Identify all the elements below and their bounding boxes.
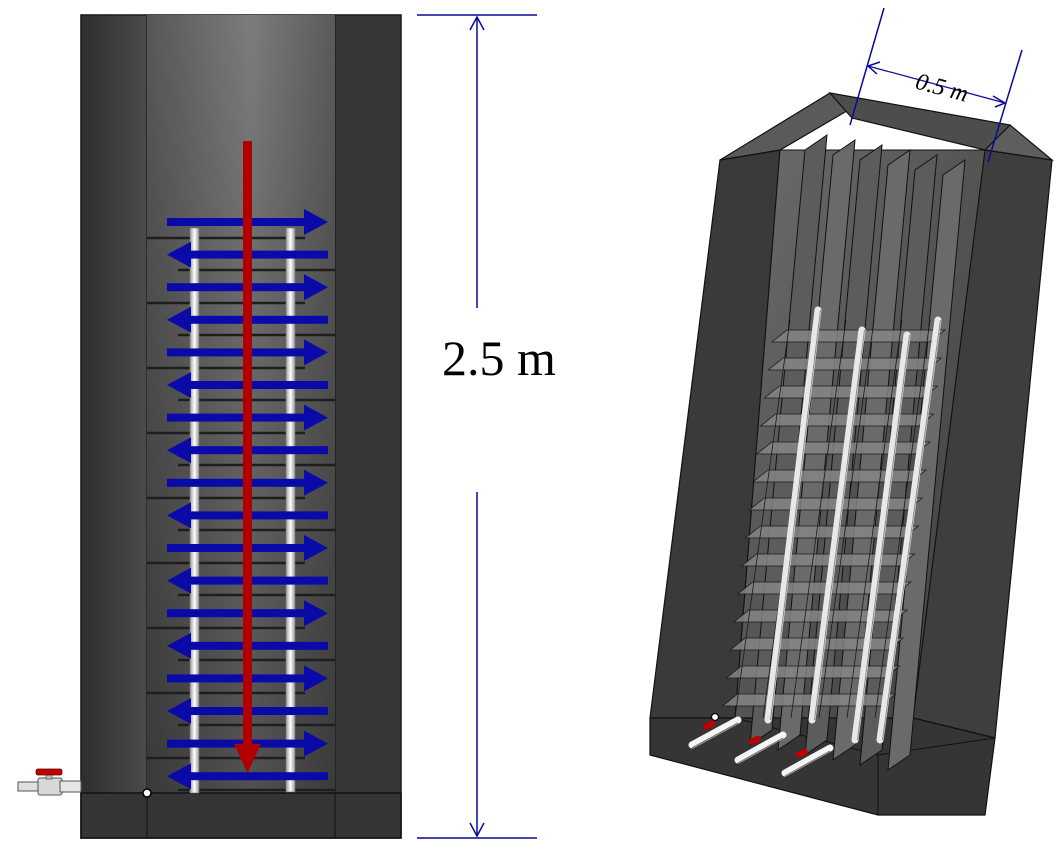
arrow-right-icon: [304, 730, 328, 757]
baffle-shelf: [740, 553, 916, 567]
grid-line: [734, 319, 791, 719]
arrow-left-icon: [167, 567, 191, 594]
iso-pipe-edge: [882, 319, 941, 741]
isometric-cutaway-view: [649, 92, 1055, 816]
baffle-shelf: [725, 665, 901, 679]
arrow-left-shaft: [189, 315, 328, 324]
arrow-right-icon: [304, 274, 328, 301]
arrow-left-shaft: [189, 707, 328, 715]
arrow-left-icon: [167, 502, 191, 529]
baffle-shelf: [721, 693, 897, 707]
grid-line: [818, 319, 875, 719]
iso-pipe: [764, 306, 822, 724]
arrow-right-icon: [304, 469, 328, 496]
iso-pipe-edge: [857, 334, 910, 741]
arrow-left-icon: [167, 698, 191, 724]
arrow-left-icon: [167, 241, 191, 268]
inlet-pipe: [781, 744, 834, 777]
valve-icon[interactable]: [17, 768, 82, 796]
inlet-valves: [688, 716, 834, 777]
inlet-pipe-edge: [784, 750, 831, 777]
iso-pipe: [876, 316, 942, 744]
drain-port: [142, 788, 152, 798]
grid-line: [790, 319, 847, 719]
grid-line: [874, 319, 931, 719]
iso-support-pipes: [764, 306, 942, 744]
arrow-right-shaft: [167, 478, 306, 487]
inlet-pipe: [688, 716, 742, 749]
arrow-right-shaft: [167, 739, 306, 748]
arrow-right-icon: [304, 600, 328, 627]
support-pipe: [285, 227, 296, 793]
iso-pipe-edge: [770, 309, 821, 721]
arrow-right-icon: [304, 404, 328, 431]
arrow-left-shaft: [189, 381, 328, 389]
baffle-stack: [147, 236, 335, 792]
width-label: 0.5 m: [913, 69, 971, 108]
arrow-left-shaft: [189, 511, 328, 520]
tank-right-wall: [334, 14, 402, 794]
arrow-down-icon: [234, 141, 261, 773]
arrow-left-icon: [167, 306, 191, 333]
horizontal-flow-arrows: [167, 209, 328, 790]
baffle-shelf: [744, 525, 920, 539]
iso-pipe-edge: [814, 329, 865, 721]
inlet-pipe-edge: [691, 722, 739, 749]
baffle-shelf: [729, 637, 905, 651]
arrow-left-shaft: [189, 772, 328, 781]
arrow-left-icon: [167, 437, 191, 464]
iso-pipe: [808, 326, 866, 724]
arrow-right-shaft: [167, 218, 306, 226]
arrow-right-shaft: [167, 674, 306, 683]
baffle-shelf: [736, 581, 912, 595]
valve-icon: [703, 720, 716, 730]
arrow-right-shaft: [167, 609, 306, 618]
arrow-right-shaft: [167, 283, 306, 292]
height-dimension: 2.5 m: [417, 14, 556, 839]
arrow-left-shaft: [189, 641, 328, 650]
inlet-pipe: [734, 731, 787, 764]
arrow-left-shaft: [189, 446, 328, 455]
arrow-left-icon: [167, 632, 191, 659]
front-section-view: [17, 14, 402, 839]
baffle-shelf: [732, 609, 909, 623]
arrow-right-icon: [304, 535, 328, 561]
grid-line: [846, 319, 903, 719]
arrow-left-shaft: [189, 250, 328, 259]
arrow-right-icon: [304, 339, 328, 366]
arrow-right-shaft: [167, 348, 306, 357]
inlet-pipe-edge: [737, 737, 784, 764]
arrow-right-shaft: [167, 413, 306, 422]
arrow-left-icon: [167, 372, 191, 398]
tank-base: [80, 792, 402, 839]
valve-icon: [795, 748, 808, 758]
arrow-right-shaft: [167, 544, 306, 552]
arrow-right-icon: [304, 665, 328, 692]
tank-left-wall: [80, 14, 148, 794]
arrow-left-icon: [167, 763, 191, 790]
arrow-left-shaft: [189, 576, 328, 585]
iso-pipe: [851, 331, 911, 744]
height-label: 2.5 m: [442, 330, 556, 386]
valve-icon: [748, 735, 761, 745]
arrow-right-icon: [304, 209, 328, 235]
